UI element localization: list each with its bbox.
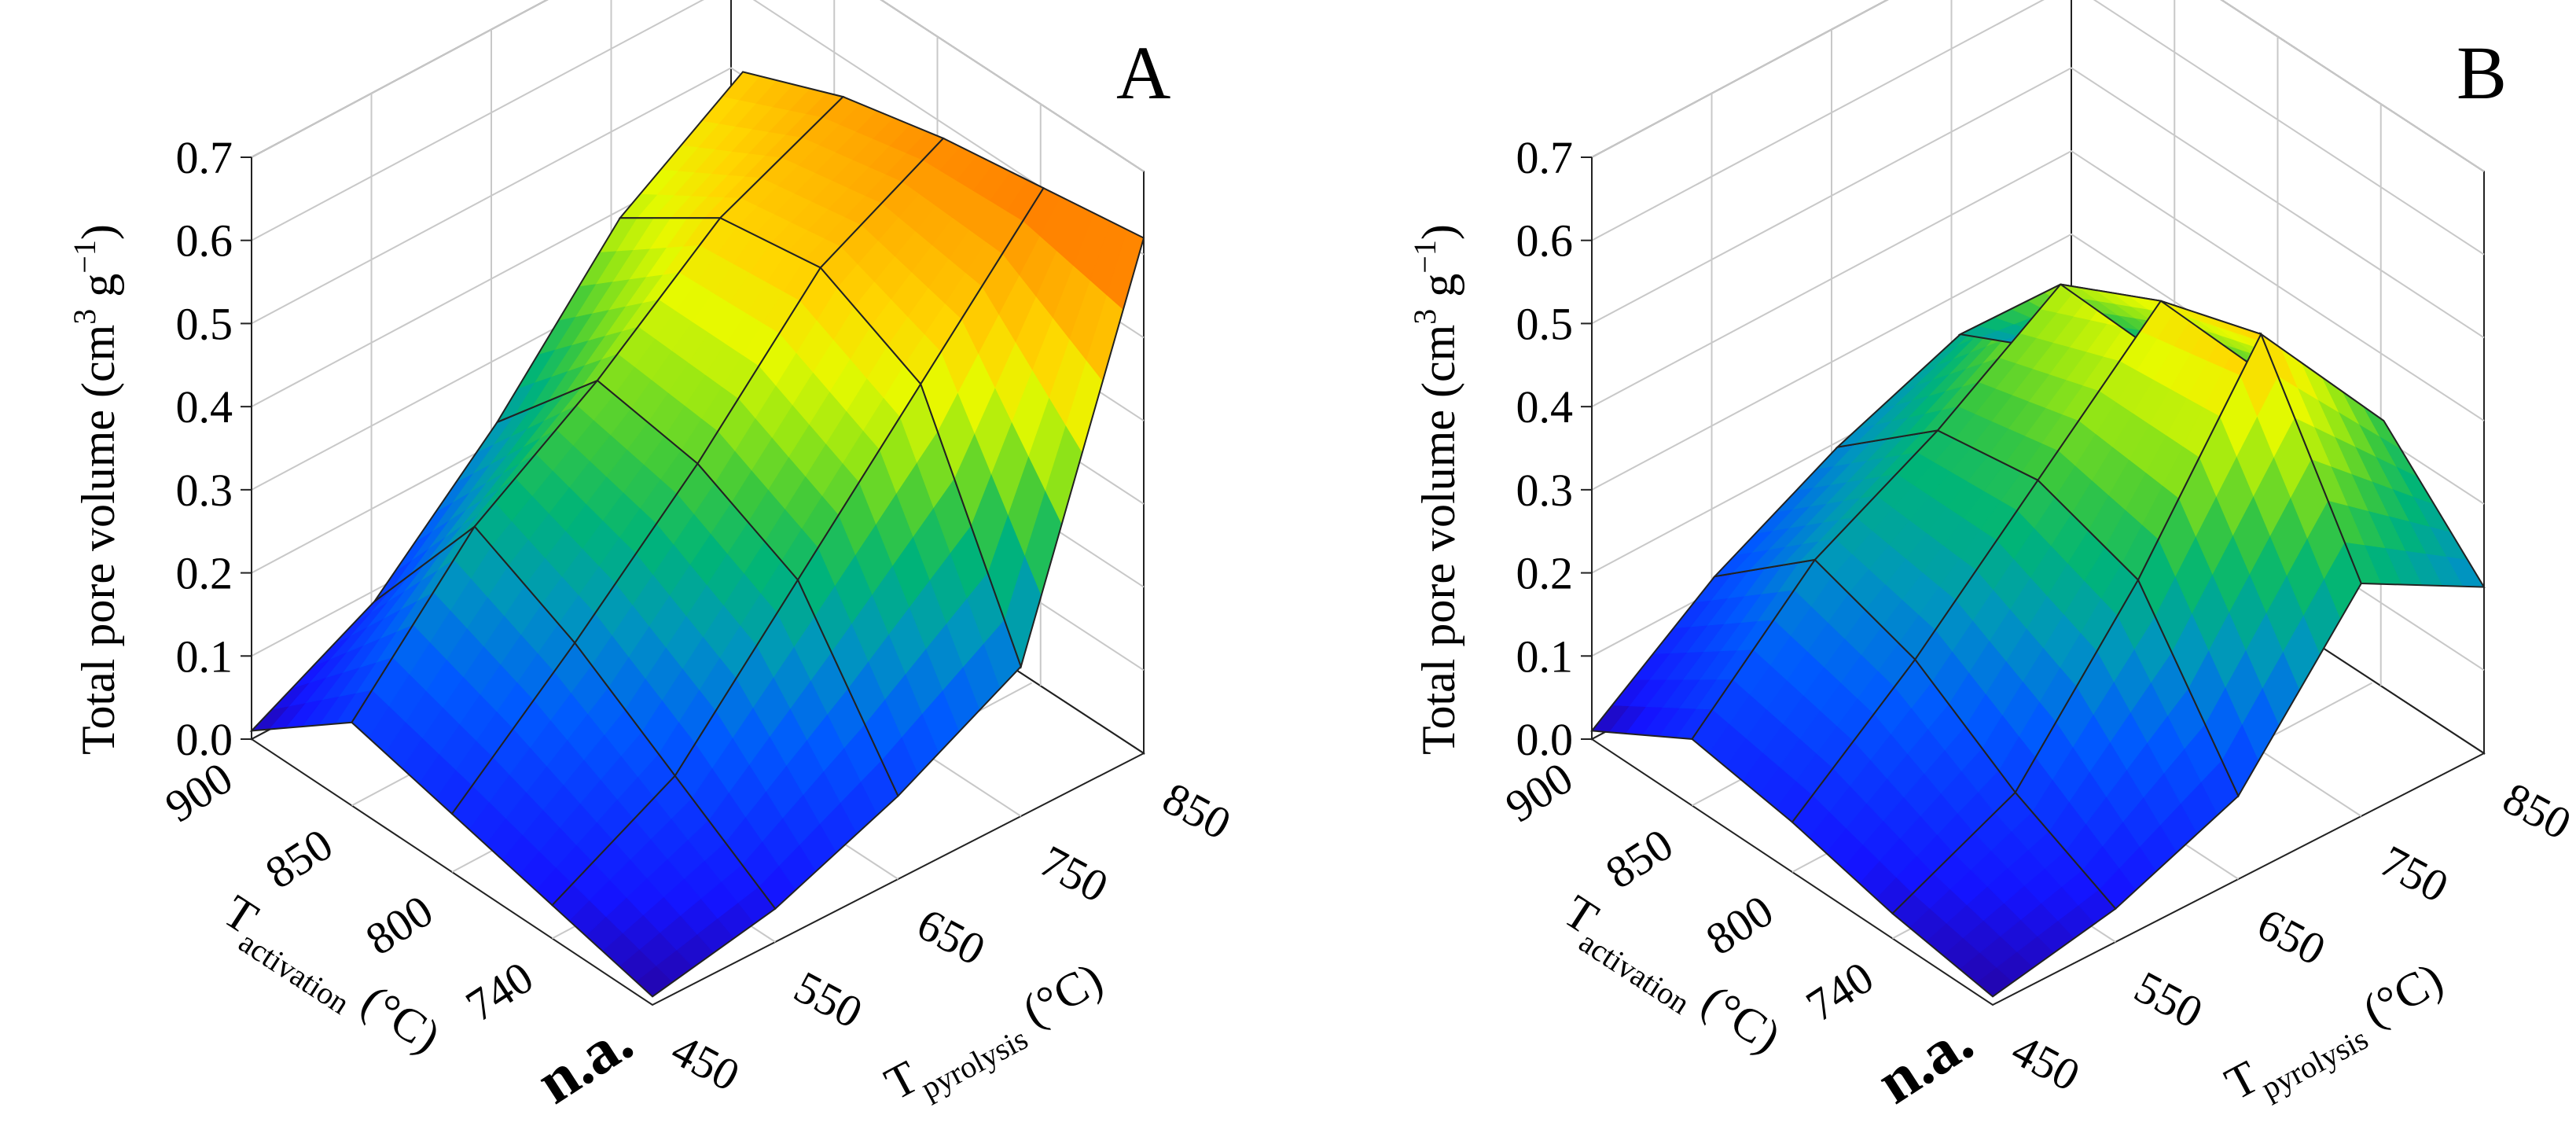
z-gridline bbox=[251, 0, 1145, 172]
z-title-main: Total pore volume (cm bbox=[72, 325, 124, 755]
z-title-sup2: −1 bbox=[1407, 240, 1442, 274]
x-axis-title-sub: pyrolysis bbox=[915, 1021, 1034, 1106]
surface-cell bbox=[1712, 429, 1940, 578]
y-tick-label: 850 bbox=[256, 819, 341, 899]
z-tick-label: 0.4 bbox=[176, 381, 233, 432]
z-title-sup2: −1 bbox=[67, 240, 102, 274]
surface-cell bbox=[596, 216, 822, 465]
z-tick-label: 0.2 bbox=[1516, 548, 1574, 599]
surface-cell bbox=[718, 95, 945, 269]
x-tick-label: 650 bbox=[909, 898, 993, 975]
y-axis-title-sub: activation bbox=[1573, 924, 1696, 1021]
z-gridline bbox=[251, 0, 1145, 256]
z-gridline bbox=[1591, 0, 2485, 256]
surface-cell bbox=[2037, 300, 2262, 582]
panel-letter: B bbox=[2457, 31, 2507, 115]
surface-cell bbox=[2259, 332, 2486, 588]
x-tick-label: 750 bbox=[1032, 835, 1116, 912]
surface-cell bbox=[2014, 578, 2240, 911]
z-gridline bbox=[1591, 149, 2485, 421]
x-tick-label: 550 bbox=[786, 961, 870, 1038]
y-tick-label-na: n.a. bbox=[1865, 1006, 1984, 1117]
x-tick-label: 650 bbox=[2249, 898, 2333, 975]
x-tick-label: 850 bbox=[2495, 772, 2576, 849]
surface-cell bbox=[2137, 332, 2362, 798]
x-tick-label: 450 bbox=[663, 1024, 748, 1101]
z-title-end: ) bbox=[72, 224, 124, 240]
surface-mesh bbox=[920, 186, 1145, 669]
y-axis-title-unit: (°C) bbox=[1683, 968, 1790, 1062]
z-gridline bbox=[1591, 67, 2485, 339]
surface-cell bbox=[796, 382, 1022, 798]
y-tick-label: 850 bbox=[1597, 819, 1681, 899]
x-tick-label: 450 bbox=[2004, 1024, 2088, 1101]
z-tick-label: 0.0 bbox=[176, 714, 233, 765]
z-tick-label: 0.6 bbox=[1516, 215, 1574, 267]
surface-cell bbox=[473, 379, 699, 645]
z-tick-label: 0.4 bbox=[1516, 381, 1574, 432]
z-tick-label: 0.3 bbox=[1516, 465, 1574, 516]
z-tick-label: 0.2 bbox=[176, 548, 233, 599]
z-axis-title: Total pore volume (cm3 g−1) bbox=[1407, 224, 1464, 755]
y-tick-label: 800 bbox=[1697, 885, 1782, 965]
surface-cell bbox=[351, 524, 576, 815]
z-title-mid: g bbox=[72, 274, 124, 309]
z-tick-label: 0.6 bbox=[176, 215, 233, 267]
y-tick-label: 740 bbox=[457, 951, 542, 1032]
z-title-sup1: 3 bbox=[1407, 309, 1442, 325]
surface-cell bbox=[450, 641, 677, 907]
z-gridline bbox=[1591, 0, 2485, 172]
y-axis-title-sub: activation bbox=[233, 924, 356, 1021]
y-tick-label-na: n.a. bbox=[524, 1006, 644, 1117]
panel-a: 0.0 0.1 0.2 0.3 0.4 0.5 0.6 0.7 450 550 650 750 850 n… bbox=[67, 0, 1239, 1120]
x-tick-label: 850 bbox=[1155, 772, 1239, 849]
x-tick-label: 550 bbox=[2126, 961, 2210, 1038]
z-axis-title: Total pore volume (cm3 g−1) bbox=[67, 224, 124, 755]
surface-cell bbox=[819, 137, 1045, 386]
x-tick-label: 750 bbox=[2372, 835, 2457, 912]
y-axis-title-unit: (°C) bbox=[343, 968, 450, 1062]
surface-cell bbox=[495, 217, 722, 424]
surface-cell bbox=[696, 266, 922, 582]
z-title-main: Total pore volume (cm bbox=[1413, 325, 1464, 755]
z-tick-label: 0.5 bbox=[1516, 298, 1574, 349]
x-axis-title-sub: pyrolysis bbox=[2255, 1021, 2374, 1106]
z-tick-label: 0.7 bbox=[176, 132, 233, 183]
surface-cell bbox=[920, 186, 1145, 669]
z-tick-label: 0.3 bbox=[176, 465, 233, 516]
z-title-mid: g bbox=[1413, 274, 1464, 309]
surface-cell bbox=[1691, 558, 1916, 824]
z-tick-label: 0.7 bbox=[1516, 132, 1574, 183]
z-title-end: ) bbox=[1413, 224, 1464, 240]
surface-cell bbox=[249, 525, 476, 732]
y-tick-label: 800 bbox=[357, 885, 442, 965]
x-axis-title: Tpyrolysis (°C) bbox=[876, 952, 1115, 1120]
z-tick-label: 0.5 bbox=[176, 298, 233, 349]
panel-letter: A bbox=[1116, 31, 1170, 115]
surface-cell bbox=[1813, 429, 2039, 661]
surface-cell bbox=[1590, 558, 1817, 740]
surface-mesh bbox=[2259, 332, 2486, 588]
z-tick-label: 0.0 bbox=[1516, 714, 1574, 765]
surface-cell bbox=[1914, 479, 2140, 794]
y-tick-label: 740 bbox=[1797, 951, 1882, 1032]
panel-b: 0.0 0.1 0.2 0.3 0.4 0.5 0.6 0.7 450 550 650 750 850 n… bbox=[1407, 0, 2576, 1120]
z-tick-label: 0.1 bbox=[1516, 631, 1574, 682]
x-axis-title: Tpyrolysis (°C) bbox=[2217, 952, 2456, 1120]
z-tick-label: 0.1 bbox=[176, 631, 233, 682]
z-title-sup1: 3 bbox=[67, 309, 102, 325]
